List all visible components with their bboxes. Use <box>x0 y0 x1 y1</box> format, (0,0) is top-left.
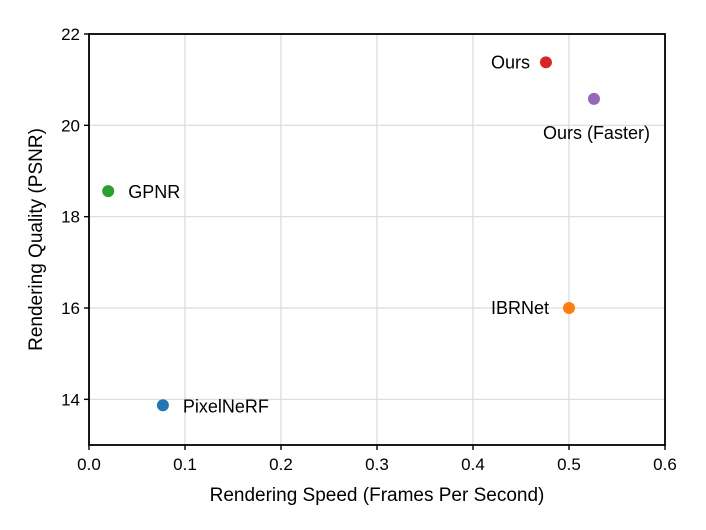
grid-lines <box>88 33 666 445</box>
x-tick-label: 0.4 <box>461 455 485 474</box>
x-tick-label: 0.3 <box>365 455 389 474</box>
x-tick-label: 0.6 <box>653 455 677 474</box>
x-tick-label: 0.5 <box>557 455 581 474</box>
y-tick-label: 18 <box>61 208 80 227</box>
y-axis-label: Rendering Quality (PSNR) <box>26 128 47 351</box>
data-points: Ours Ours (Faster) GPNR IBRNet PixelNeRF <box>102 52 650 416</box>
point-label-ibrnet: IBRNet <box>491 298 549 318</box>
point-gpnr <box>102 185 115 198</box>
y-tick-label: 14 <box>61 390 80 409</box>
plot-frame <box>88 33 666 446</box>
x-axis-label: Rendering Speed (Frames Per Second) <box>210 485 545 506</box>
point-ibrnet <box>563 302 575 314</box>
point-label-ours-faster: Ours (Faster) <box>543 123 650 143</box>
y-tick-label: 22 <box>61 25 80 44</box>
point-label-ours: Ours <box>491 52 530 72</box>
point-ours <box>539 56 552 69</box>
point-label-gpnr: GPNR <box>128 182 180 202</box>
y-tick-label: 16 <box>61 299 80 318</box>
point-pixelnerf <box>156 399 169 412</box>
y-tick-label: 20 <box>61 116 80 135</box>
x-tick-label: 0.0 <box>77 455 101 474</box>
point-label-pixelnerf: PixelNeRF <box>183 396 269 416</box>
x-tick-label: 0.2 <box>269 455 293 474</box>
axis-ticks: 0.0 0.1 0.2 0.3 0.4 0.5 0.6 14 16 18 20 22 <box>61 25 677 474</box>
x-tick-label: 0.1 <box>173 455 197 474</box>
point-ours-faster <box>587 92 600 105</box>
